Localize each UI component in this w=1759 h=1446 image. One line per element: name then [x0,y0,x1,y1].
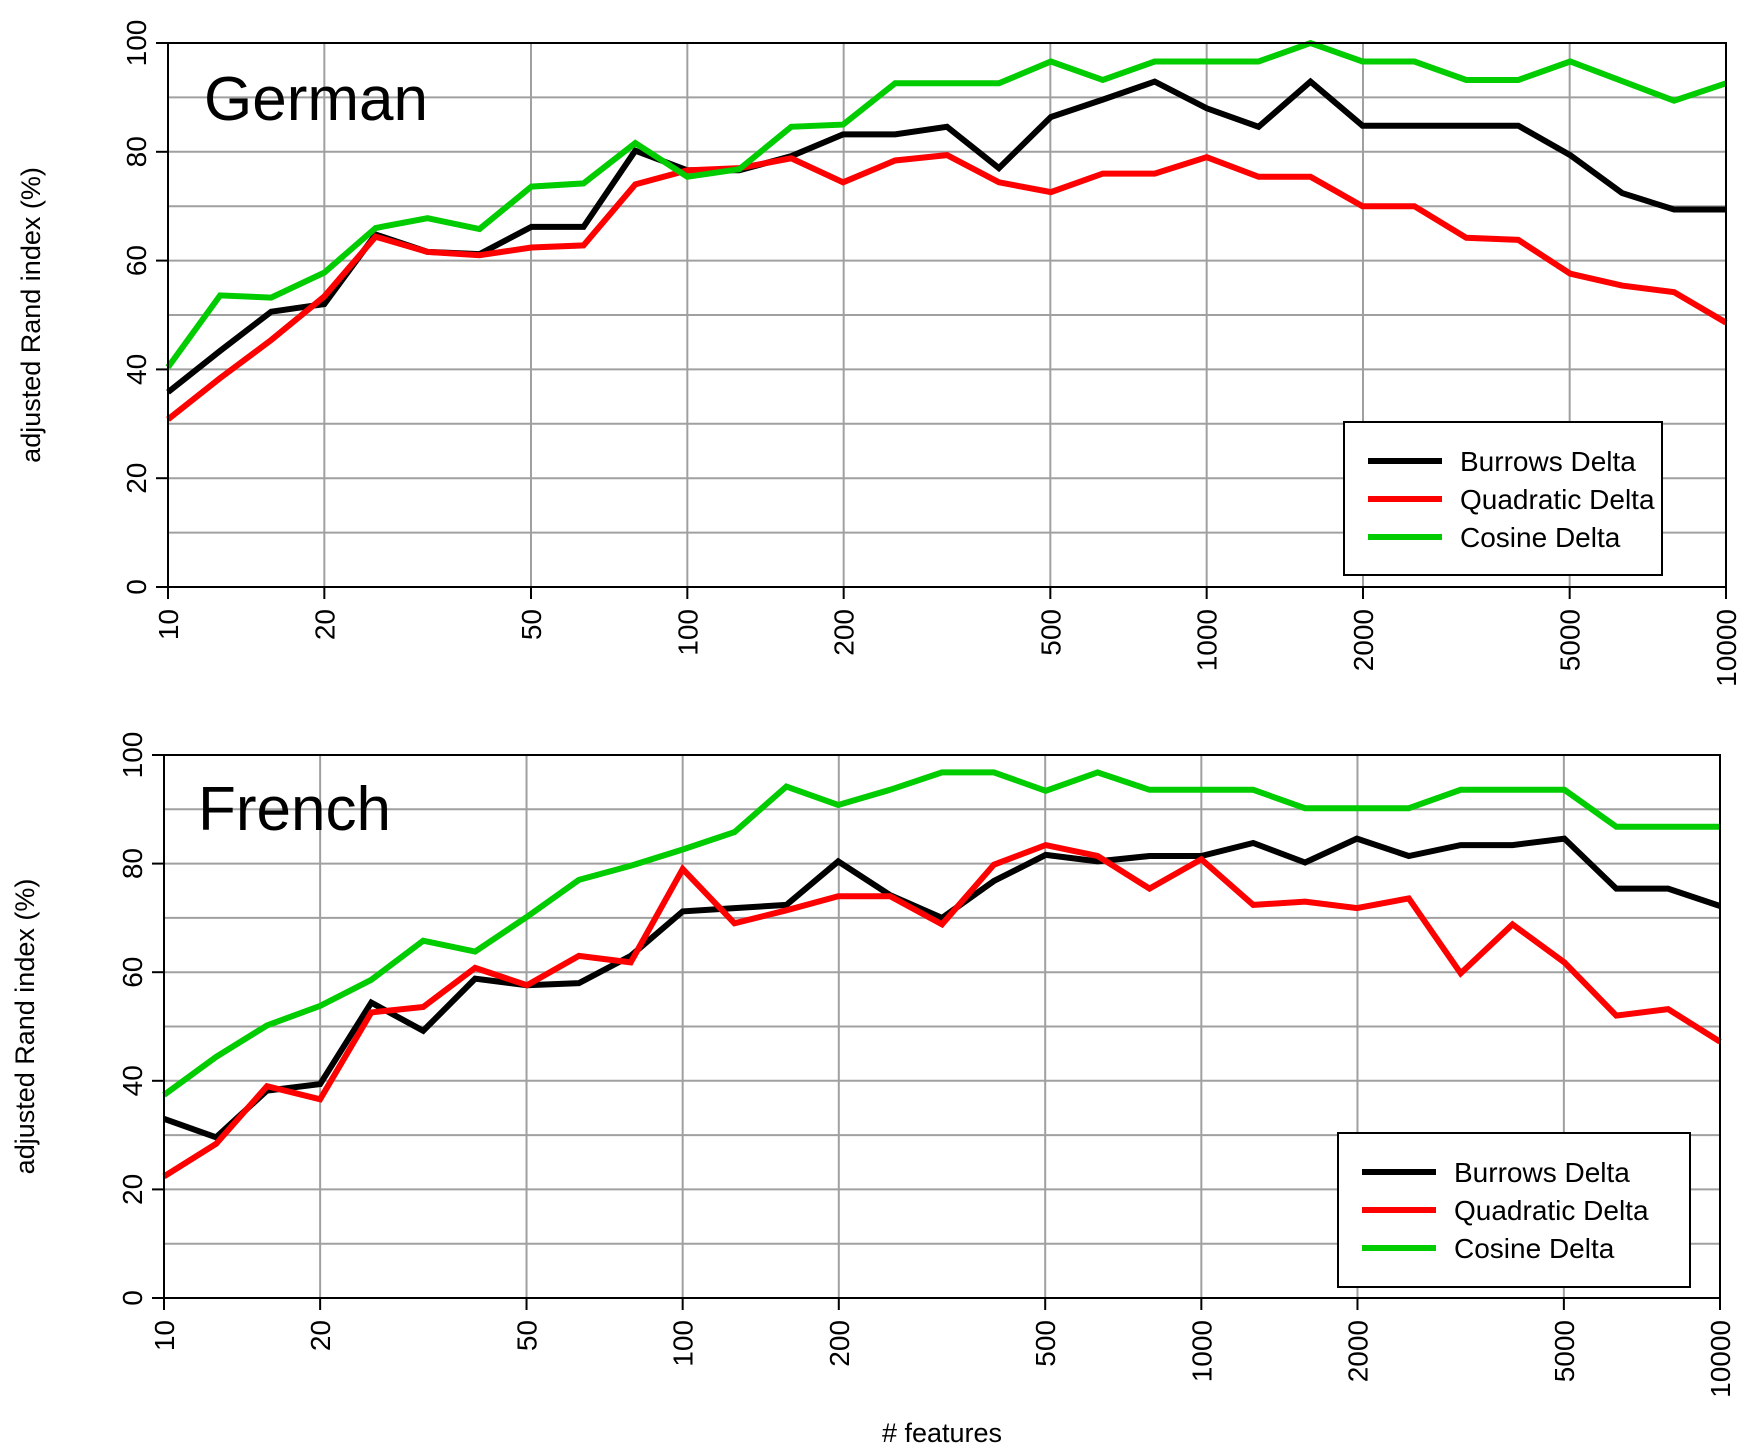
chart-title: German [204,65,428,134]
chart-title: French [198,775,391,844]
series-line-quadratic-delta [166,152,1728,422]
y-tick-label: 40 [121,354,152,385]
y-tick-label: 60 [117,957,148,988]
y-tick-label: 20 [121,463,152,494]
x-tick-label: 200 [824,1320,855,1367]
y-axis: 0 20 40 60 80 100 [117,732,165,1306]
x-tick-label: 10 [149,1320,180,1351]
y-tick-label: 0 [121,579,152,595]
legend: Burrows Delta Quadratic Delta Cosine Delta [1337,1132,1691,1288]
x-tick-label: 10 [153,609,184,640]
legend-label: Cosine Delta [1454,1233,1615,1264]
y-tick-label: 0 [117,1290,148,1306]
x-axis: 10 20 50 100 200 500 1000 2000 5000 10000 [153,586,1742,687]
legend-label: Quadratic Delta [1454,1195,1649,1226]
x-tick-label: 20 [309,609,340,640]
x-tick-label: 1000 [1186,1320,1217,1382]
y-tick-label: 100 [117,732,148,779]
chart-panel-french: 10 20 50 100 200 500 1000 2000 5000 10000 0 20 40 60… [10,732,1736,1446]
series-lines [165,39,1728,422]
x-tick-label: 50 [512,1320,543,1351]
y-tick-label: 100 [121,20,152,67]
y-tick-label: 60 [121,245,152,276]
legend-label: Quadratic Delta [1460,484,1655,515]
x-tick-label: 10000 [1711,609,1742,687]
x-tick-label: 1000 [1192,609,1223,671]
x-tick-label: 2000 [1342,1320,1373,1382]
legend-label: Cosine Delta [1460,522,1621,553]
series-line-cosine-delta [165,39,1727,369]
y-axis-label: adjusted Rand index (%) [16,167,46,463]
x-tick-label: 200 [829,609,860,656]
x-tick-label: 500 [1035,609,1066,656]
y-tick-label: 40 [117,1065,148,1096]
y-tick-label: 80 [117,848,148,879]
x-tick-label: 100 [672,609,703,656]
x-tick-label: 5000 [1549,1320,1580,1382]
legend-label: Burrows Delta [1454,1157,1630,1188]
series-line-burrows-delta [162,835,1721,1141]
x-tick-label: 50 [516,609,547,640]
x-tick-label: 10000 [1705,1320,1736,1398]
series-line-cosine-delta [162,769,1720,1098]
legend-label: Burrows Delta [1460,446,1636,477]
x-tick-label: 2000 [1348,609,1379,671]
x-axis-label: # features [882,1418,1002,1446]
x-tick-label: 100 [668,1320,699,1367]
y-axis-label: adjusted Rand index (%) [10,879,40,1175]
y-axis: 0 20 40 60 80 100 [121,20,169,595]
x-axis: 10 20 50 100 200 500 1000 2000 5000 10000 [149,1297,1736,1398]
y-tick-label: 80 [121,136,152,167]
legend: Burrows Delta Quadratic Delta Cosine Delta [1343,421,1663,576]
x-tick-label: 5000 [1555,609,1586,671]
x-tick-label: 500 [1030,1320,1061,1367]
chart-panel-german: 10 20 50 100 200 500 1000 2000 5000 10000 0 20 40 60… [16,20,1742,687]
series-line-quadratic-delta [162,841,1722,1179]
y-tick-label: 20 [117,1174,148,1205]
series-lines [162,769,1722,1179]
x-tick-label: 20 [305,1320,336,1351]
